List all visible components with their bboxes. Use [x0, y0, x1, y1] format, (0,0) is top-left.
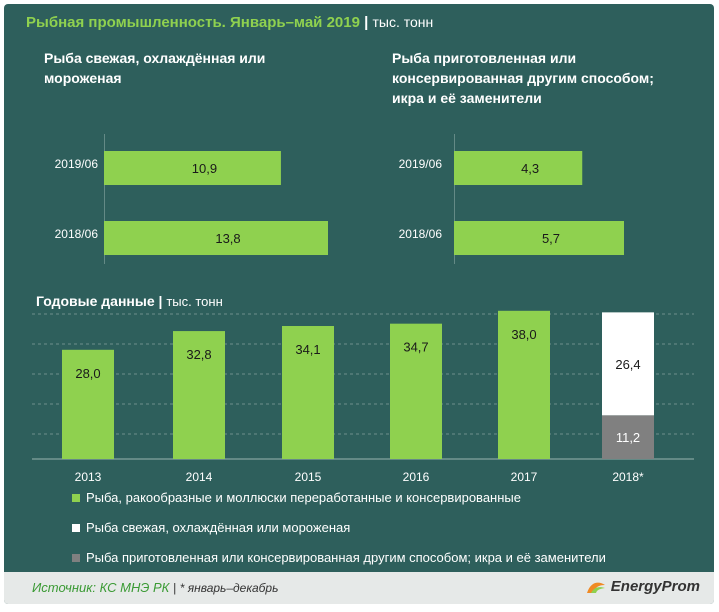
annual-bar-label: 26,4 — [615, 357, 640, 372]
x-tick-label: 2016 — [403, 470, 430, 484]
footer: Источник: КС МНЭ РК | * январь–декабрь E… — [4, 572, 714, 604]
legend-item: Рыба, ракообразные и моллюски переработа… — [72, 490, 521, 505]
panel2-subtitle: Рыба приготовленная или консервированная… — [392, 48, 654, 108]
panel1-row-label: 2019/06 — [54, 157, 98, 171]
panel1-bars: 10,9 13,8 — [104, 134, 328, 264]
annual-bar-label: 38,0 — [511, 327, 536, 342]
legend-item: Рыба свежая, охлаждённая или мороженая — [72, 520, 350, 535]
title-text: Рыбная промышленность. Январь–май 2019 — [26, 14, 360, 31]
logo-flame-icon — [586, 582, 605, 594]
annual-bar-label: 32,8 — [186, 347, 211, 362]
logo-text: EnergyProm — [610, 578, 700, 595]
annual-bar — [173, 331, 225, 459]
page-title: Рыбная промышленность. Январь–май 2019 |… — [26, 14, 433, 31]
source-label: Источник: КС МНЭ РК — [32, 580, 170, 595]
annual-bar — [282, 326, 334, 459]
panel2-bars: 4,3 5,7 — [454, 134, 624, 264]
panel2-row-label: 2018/06 — [398, 227, 442, 241]
legend-swatch — [72, 523, 80, 532]
x-tick-label: 2014 — [186, 470, 213, 484]
panel2-subtitle-line: Рыба приготовленная или — [392, 50, 577, 66]
annual-bar-label: 34,7 — [403, 340, 428, 355]
title-unit: тыс. тонн — [372, 14, 434, 30]
legend-swatch — [72, 553, 80, 562]
legend-swatch — [72, 493, 80, 502]
panel1-subtitle-line: Рыба свежая, охлаждённая или — [44, 50, 266, 66]
legend-label: Рыба свежая, охлаждённая или мороженая — [86, 520, 351, 535]
panel2-row-label: 2019/06 — [398, 157, 442, 171]
source-text: Источник: КС МНЭ РК | * январь–декабрь — [32, 580, 278, 595]
annual-bar-label: 34,1 — [295, 342, 320, 357]
annual-title-unit: тыс. тонн — [166, 294, 223, 309]
legend-label: Рыба приготовленная или консервированная… — [86, 550, 606, 565]
title-separator: | — [364, 14, 369, 31]
infographic-panel: Рыбная промышленность. Январь–май 2019 |… — [4, 4, 714, 604]
annual-bar — [498, 310, 550, 459]
annual-bar — [390, 323, 442, 459]
panel1-row-label: 2018/06 — [54, 227, 98, 241]
annual-title: Годовые данные | тыс. тонн — [36, 293, 223, 309]
panel2-subtitle-line: икра и её заменители — [392, 90, 542, 106]
x-tick-label: 2017 — [511, 470, 538, 484]
source-separator: | — [172, 581, 177, 595]
annual-bar-stack-white — [602, 312, 654, 416]
panel-bar-label: 10,9 — [192, 161, 217, 176]
annual-title-separator: | — [158, 293, 163, 309]
panel-bar — [104, 151, 281, 185]
annual-chart: 28,0 2013 32,8 2014 34,1 2015 34,7 2016 38,0 2017… — [32, 310, 694, 484]
panel-bar-label: 4,3 — [521, 161, 539, 176]
panel1-subtitle-line: мороженая — [44, 70, 122, 86]
x-tick-label: 2015 — [295, 470, 322, 484]
panel1-subtitle: Рыба свежая, охлаждённая или мороженая — [44, 48, 265, 88]
panel2-subtitle-line: консервированная другим способом; — [392, 70, 654, 86]
annual-bar-stack-grey — [602, 415, 654, 459]
footnote: * январь–декабрь — [179, 581, 279, 595]
panel-bar — [104, 221, 328, 255]
annual-bar-label: 11,2 — [616, 430, 640, 445]
panel-bar — [454, 151, 583, 185]
x-tick-label: 2018* — [612, 470, 644, 484]
annual-bar — [62, 349, 114, 459]
x-tick-label: 2013 — [75, 470, 102, 484]
panel-bar-label: 5,7 — [542, 231, 560, 246]
energyprom-logo: EnergyProm — [585, 578, 700, 595]
panel-bar — [454, 221, 624, 255]
annual-title-text: Годовые данные — [36, 293, 155, 309]
annual-bar-label: 28,0 — [75, 366, 100, 381]
legend-label: Рыба, ракообразные и моллюски переработа… — [86, 490, 521, 505]
legend-item: Рыба приготовленная или консервированная… — [72, 550, 606, 565]
panel-bar-label: 13,8 — [215, 231, 240, 246]
